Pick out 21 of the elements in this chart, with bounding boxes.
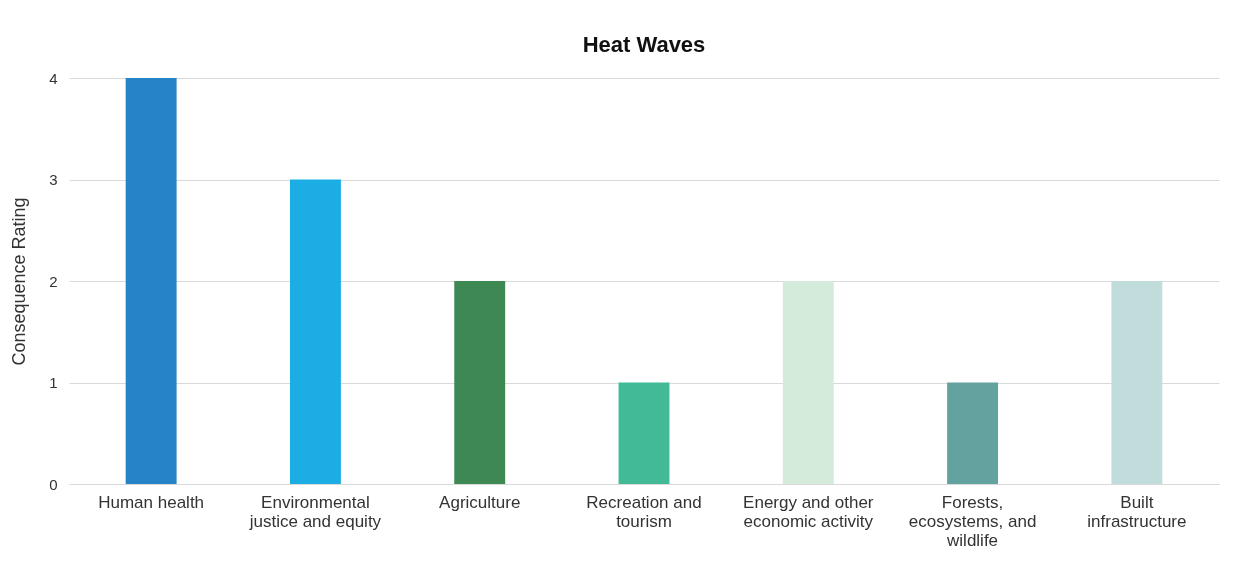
y-tick-label: 0 [49, 475, 58, 493]
y-axis-title: Consequence Rating [9, 197, 30, 366]
bar [125, 78, 177, 484]
bar [454, 281, 506, 484]
x-tick-label: Agriculture [439, 492, 521, 512]
x-tick-label: Energy and other economic activity [743, 492, 874, 531]
bar [618, 382, 670, 484]
bar [1111, 281, 1163, 484]
y-tick-label: 1 [49, 374, 58, 391]
x-tick-label: Environmental justice and equity [248, 492, 382, 531]
x-tick-label: Recreation and tourism [586, 492, 702, 531]
y-tick-label: 4 [49, 69, 58, 87]
bar [947, 382, 999, 484]
y-tick-label: 3 [49, 171, 58, 188]
x-tick-label: Human health [98, 492, 205, 512]
chart-title: Heat Waves [582, 32, 706, 57]
bar [782, 281, 834, 484]
bar [289, 179, 341, 484]
y-tick-label: 2 [49, 272, 58, 290]
x-tick-label: Built infrastructure [1087, 492, 1187, 531]
x-tick-label: Forests, ecosystems, and wildlife [908, 492, 1037, 550]
